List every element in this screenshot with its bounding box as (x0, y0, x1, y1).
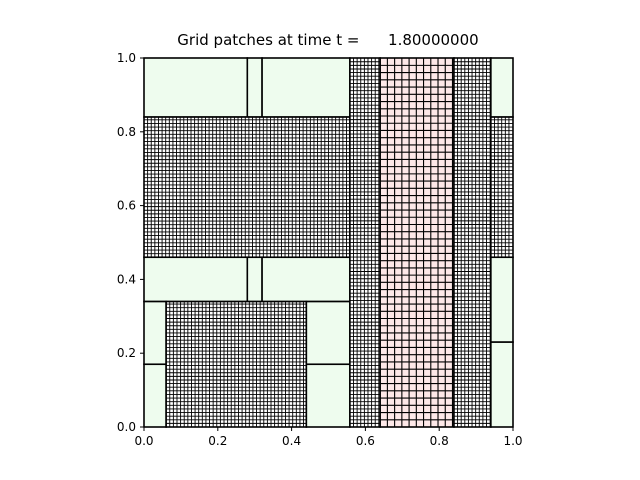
patch-fill (306, 301, 350, 365)
patch-fill (490, 58, 513, 118)
patch-fill (144, 257, 248, 302)
grid-patch (143, 116, 351, 259)
x-tick-label: 0.2 (208, 434, 227, 448)
patch-fill (306, 364, 350, 427)
grid-patch (490, 57, 514, 118)
patch-cell-lines (166, 301, 307, 427)
grid-patch (261, 57, 351, 118)
y-tick-label: 1.0 (117, 51, 136, 65)
grid-patch (490, 256, 514, 343)
patch-fill (144, 58, 248, 118)
grid-patch (490, 116, 514, 259)
x-tick-label: 0.4 (282, 434, 301, 448)
grid-patch (453, 57, 492, 428)
grid-patch (143, 57, 249, 118)
y-tick-label: 0.8 (117, 125, 136, 139)
grid-patch (305, 300, 351, 366)
grid-patch (379, 57, 455, 428)
grid-patch (246, 256, 263, 303)
chart-title: Grid patches at time t = 1.80000000 (177, 31, 479, 49)
y-tick-label: 0.0 (117, 420, 136, 434)
x-tick-label: 1.0 (503, 434, 522, 448)
x-axis: 0.0 0.2 0.4 0.6 0.8 1.0 (134, 427, 523, 448)
patch-fill (380, 58, 454, 427)
y-tick-label: 0.2 (117, 346, 136, 360)
grid-patch (349, 57, 381, 428)
patch-fill (247, 58, 263, 118)
patch-cell-lines (349, 58, 381, 427)
grid-patch (490, 341, 514, 428)
patch-fill (490, 257, 513, 343)
patch-layer (143, 57, 514, 428)
grid-patch (143, 256, 249, 303)
grid-patch (143, 300, 167, 366)
grid-patch (143, 363, 167, 428)
x-tick-label: 0.6 (356, 434, 375, 448)
patch-fill (144, 301, 167, 365)
axes-frame (143, 57, 514, 428)
patch-fill (144, 364, 167, 427)
x-tick-label: 0.0 (134, 434, 153, 448)
x-tick-label: 0.8 (430, 434, 449, 448)
y-tick-label: 0.4 (117, 272, 136, 286)
patch-fill (247, 257, 263, 302)
patch-cell-lines (380, 58, 454, 427)
patch-fill (262, 58, 350, 118)
patch-cell-lines (144, 117, 350, 258)
patch-fill (490, 342, 513, 427)
patch-fill (262, 257, 350, 302)
patch-fill (144, 117, 350, 258)
patch-cell-lines (490, 117, 513, 258)
y-tick-label: 0.6 (117, 199, 136, 213)
grid-patch (246, 57, 263, 118)
grid-patch (261, 256, 351, 303)
y-axis: 0.0 0.2 0.4 0.6 0.8 1.0 (117, 51, 144, 434)
patch-cell-lines (453, 58, 491, 427)
grid-patch (165, 300, 308, 428)
grid-patch (305, 363, 351, 428)
